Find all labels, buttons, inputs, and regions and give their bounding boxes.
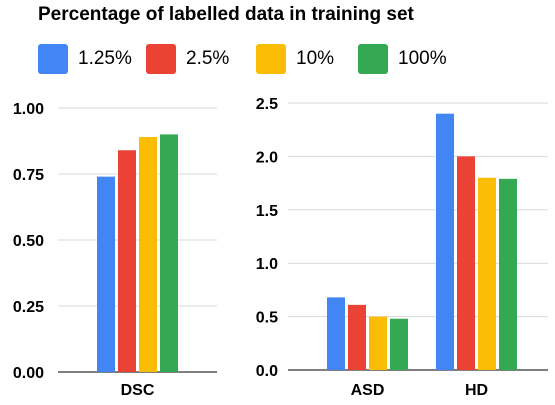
- legend-label: 10%: [296, 48, 335, 69]
- x-category-label: ASD: [351, 382, 385, 399]
- legend-label: 100%: [398, 48, 447, 69]
- bar-hd-1_25pct: [436, 113, 454, 371]
- y-tick-label: 1.5: [256, 203, 278, 220]
- bar-asd-1_25pct: [327, 297, 345, 370]
- bar-hd-2_5pct: [457, 156, 475, 370]
- legend-label: 1.25%: [78, 48, 132, 69]
- y-tick-label: 0.75: [13, 167, 44, 184]
- y-tick-label: 1.00: [13, 101, 44, 118]
- x-category-label: DSC: [121, 382, 155, 399]
- y-tick-label: 0.0: [256, 363, 278, 380]
- bar-dsc-10pct: [139, 137, 157, 372]
- y-tick-label: 0.5: [256, 310, 278, 327]
- x-category-label: HD: [465, 382, 488, 399]
- bar-asd-2_5pct: [348, 304, 366, 370]
- bar-dsc-2_5pct: [118, 150, 136, 372]
- bar-hd-10pct: [478, 177, 496, 370]
- legend-swatch: [146, 44, 176, 74]
- bar-asd-100pct: [390, 318, 408, 370]
- legend: 1.25% 2.5% 10% 100%: [38, 42, 538, 78]
- y-tick-label: 0.50: [13, 233, 44, 250]
- bar-asd-10pct: [369, 316, 387, 370]
- y-tick-label: 0.00: [13, 365, 44, 382]
- y-tick-label: 2.5: [256, 96, 278, 113]
- legend-swatch: [256, 44, 286, 74]
- y-tick-label: 2.0: [256, 149, 278, 166]
- legend-title: Percentage of labelled data in training …: [38, 4, 414, 25]
- y-tick-label: 0.25: [13, 299, 44, 316]
- bar-dsc-1_25pct: [97, 176, 115, 372]
- legend-swatch: [38, 44, 68, 74]
- y-tick-label: 1.0: [256, 256, 278, 273]
- bar-dsc-100pct: [160, 134, 178, 372]
- legend-label: 2.5%: [186, 48, 230, 69]
- bar-hd-100pct: [499, 178, 517, 370]
- legend-swatch: [358, 44, 388, 74]
